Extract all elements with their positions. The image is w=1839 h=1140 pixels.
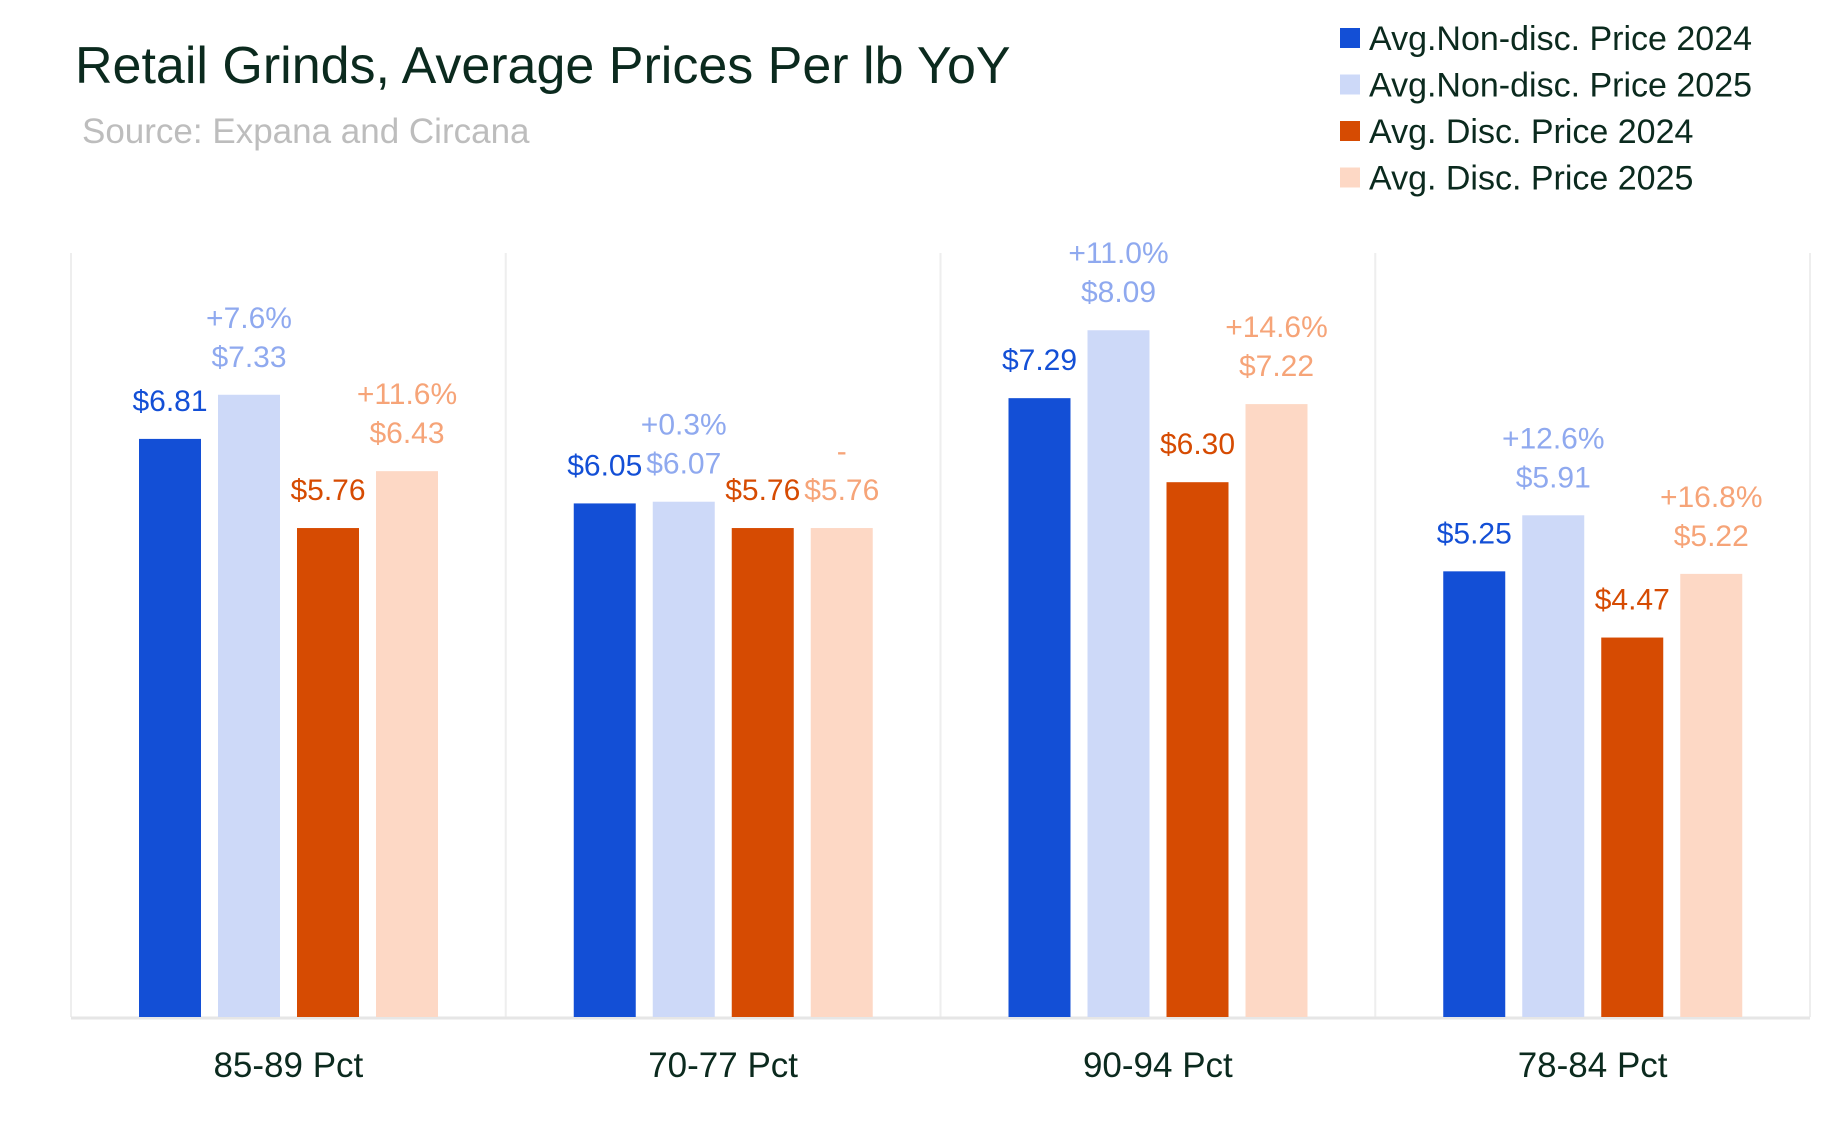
legend-label: Avg.Non-disc. Price 2025 xyxy=(1369,67,1752,105)
bar xyxy=(573,503,636,1017)
change-label: - xyxy=(837,435,847,468)
bar xyxy=(1522,515,1585,1017)
value-label: $5.76 xyxy=(290,474,365,507)
bar xyxy=(1680,573,1743,1017)
x-tick-label: 70-77 Pct xyxy=(648,1046,798,1085)
value-label: $7.22 xyxy=(1239,350,1314,383)
x-axis: 85-89 Pct 70-77 Pct 90-94 Pct 78-84 Pct xyxy=(213,1046,1667,1085)
value-label: $8.09 xyxy=(1081,276,1156,309)
bar xyxy=(731,528,794,1017)
bars xyxy=(139,330,1743,1018)
value-label: $6.07 xyxy=(646,448,721,481)
chart-title: Retail Grinds, Average Prices Per lb YoY xyxy=(75,37,1011,95)
value-label: $4.47 xyxy=(1595,584,1670,617)
value-label: $6.81 xyxy=(132,385,207,418)
legend-swatch xyxy=(1340,74,1360,95)
bar xyxy=(1443,571,1506,1017)
legend-swatch xyxy=(1340,28,1360,48)
change-label: +12.6% xyxy=(1502,422,1605,455)
value-label: $5.25 xyxy=(1437,517,1512,550)
value-label: $5.76 xyxy=(725,474,800,507)
legend-swatch xyxy=(1340,167,1360,188)
legend-label: Avg. Disc. Price 2025 xyxy=(1369,160,1693,198)
bar xyxy=(1245,404,1308,1017)
value-label: $7.29 xyxy=(1002,344,1077,377)
value-label: $6.30 xyxy=(1160,428,1235,461)
x-tick-label: 85-89 Pct xyxy=(213,1046,363,1085)
change-label: +14.6% xyxy=(1225,311,1328,344)
bar xyxy=(810,528,873,1017)
legend-label: Avg.Non-disc. Price 2024 xyxy=(1369,20,1752,58)
legend-swatch xyxy=(1340,121,1360,141)
bar xyxy=(1601,637,1664,1017)
bar xyxy=(218,394,280,1018)
value-label: $7.33 xyxy=(211,341,286,374)
value-label: $5.91 xyxy=(1516,461,1591,494)
x-tick-label: 78-84 Pct xyxy=(1518,1046,1668,1085)
change-label: +16.8% xyxy=(1660,481,1763,514)
bar xyxy=(1166,482,1229,1017)
value-label: $6.05 xyxy=(567,449,642,482)
change-label: +7.6% xyxy=(206,302,292,335)
x-tick-label: 90-94 Pct xyxy=(1083,1046,1233,1085)
legend-label: Avg. Disc. Price 2024 xyxy=(1369,113,1693,151)
change-label: +11.6% xyxy=(357,378,457,411)
value-label: $5.76 xyxy=(804,474,879,507)
bar xyxy=(1087,330,1150,1017)
bar xyxy=(652,501,715,1017)
value-label: $6.43 xyxy=(369,417,444,450)
change-label: +11.0% xyxy=(1068,237,1168,270)
bar xyxy=(376,471,438,1018)
bar xyxy=(297,528,359,1017)
bar xyxy=(1008,398,1071,1017)
bar xyxy=(139,438,201,1017)
data-labels: $6.81$7.33+7.6%$5.76$6.43+11.6%$6.05 $6.0… xyxy=(132,237,1762,616)
plot-area xyxy=(70,253,1811,1020)
value-label: $5.22 xyxy=(1674,520,1749,553)
change-label: +0.3% xyxy=(641,409,727,442)
legend: Avg.Non-disc. Price 2024 Avg.Non-disc. Pr… xyxy=(1340,20,1752,198)
chart-subtitle: Source: Expana and Circana xyxy=(82,112,530,151)
